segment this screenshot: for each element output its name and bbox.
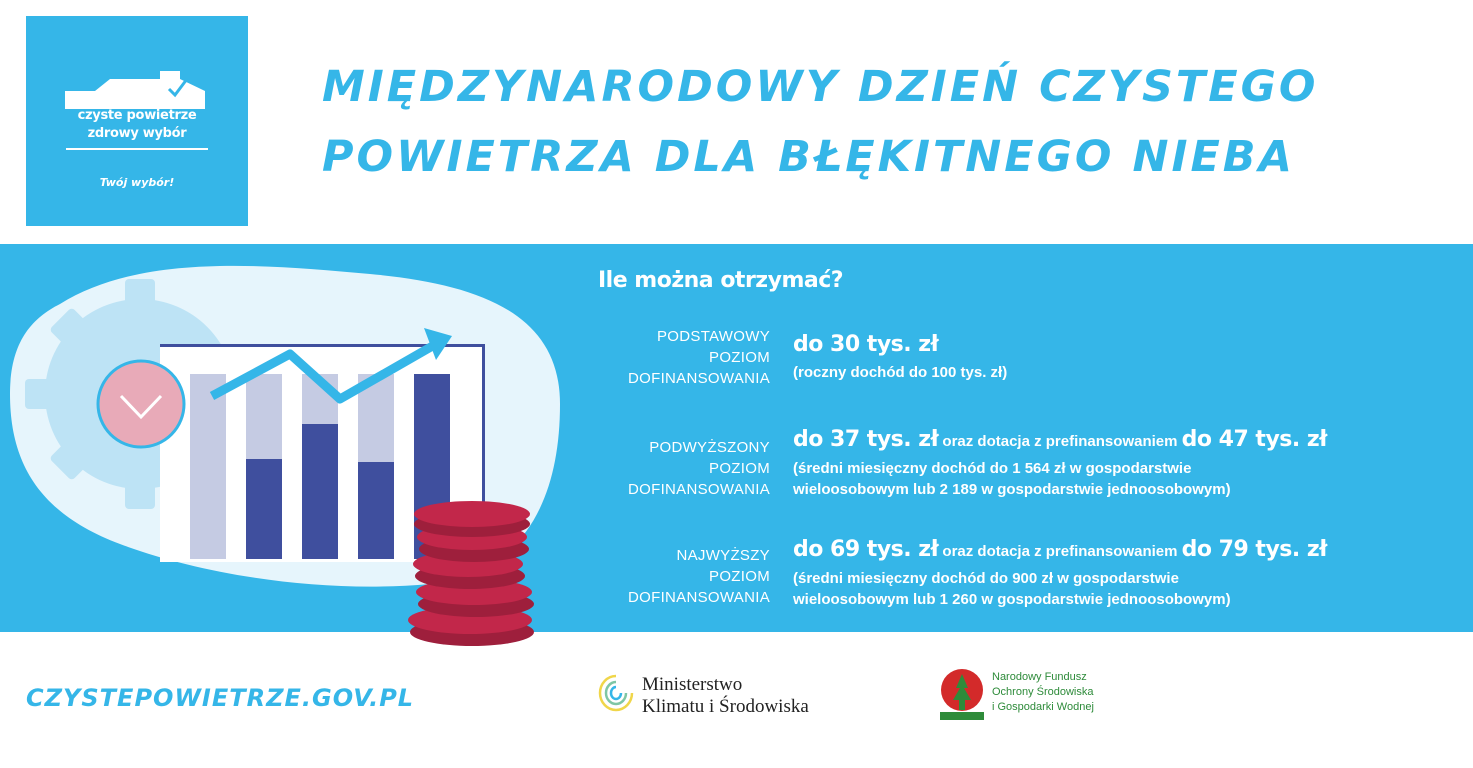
fund-name: Narodowy Fundusz Ochrony Środowiska i Go… [992,671,1094,713]
page-title: MIĘDZYNARODOWY DZIEŃ CZYSTEGO POWIETRZA … [322,52,1442,192]
title-line-1: MIĘDZYNARODOWY DZIEŃ CZYSTEGO [322,62,1319,112]
level-basic-note: (roczny dochód do 100 tys. zł) [793,364,1008,381]
coins-icon [408,501,534,646]
logo-tagline: Twój wybór! [99,176,175,189]
level-highest-amount: do 69 tys. zł oraz dotacja z prefinansow… [793,537,1327,562]
ministry-logo-icon [598,674,634,712]
level-raised-amount: do 37 tys. zł oraz dotacja z prefinansow… [793,427,1327,452]
level-highest-note: (średni miesięczny dochód do 900 zł w go… [793,570,1231,608]
logo-divider [66,148,208,150]
logo-text-line2: zdrowy wybór [87,126,187,141]
chart-illustration [10,265,560,646]
level-highest-label: NAJWYŻSZY POZIOM DOFINANSOWANIA [628,547,770,606]
level-raised-note: (średni miesięczny dochód do 1 564 zł w … [793,460,1231,498]
title-line-2: POWIETRZA DLA BŁĘKITNEGO NIEBA [322,132,1295,182]
logo-text-line1: czyste powietrze [77,108,197,123]
nfosigw-logo-icon [940,669,984,720]
checkmark-icon [96,359,186,449]
trend-arrow-icon [209,328,452,404]
program-logo: czyste powietrze zdrowy wybór Twój wybór… [26,16,248,226]
website-link[interactable]: CZYSTEPOWIETRZE.GOV.PL [26,684,415,712]
level-basic-amount: do 30 tys. zł [793,332,939,357]
level-raised-label: PODWYŻSZONY POZIOM DOFINANSOWANIA [628,439,770,498]
level-basic-label: PODSTAWOWY POZIOM DOFINANSOWANIA [628,328,770,387]
ministry-name: Ministerstwo Klimatu i Środowiska [642,674,809,717]
section-heading: Ile można otrzymać? [598,268,844,293]
house-check-icon [65,71,205,109]
